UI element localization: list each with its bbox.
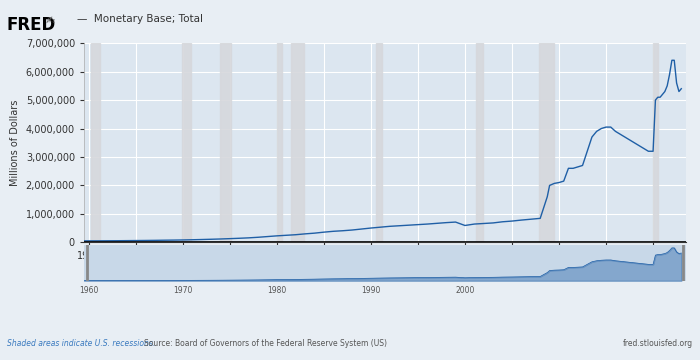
Bar xyxy=(540,43,554,242)
Text: fred.stlouisfed.org: fred.stlouisfed.org xyxy=(623,339,693,348)
Bar xyxy=(476,43,483,242)
Bar xyxy=(182,43,191,242)
Text: —  Monetary Base; Total: — Monetary Base; Total xyxy=(77,14,203,24)
Text: Shaded areas indicate U.S. recessions.: Shaded areas indicate U.S. recessions. xyxy=(7,339,155,348)
Bar xyxy=(291,43,304,242)
Bar xyxy=(91,43,99,242)
Text: FRED: FRED xyxy=(7,16,56,34)
Bar xyxy=(220,43,232,242)
Bar xyxy=(653,43,658,242)
Text: ✍: ✍ xyxy=(46,16,55,26)
Text: Source: Board of Governors of the Federal Reserve System (US): Source: Board of Governors of the Federa… xyxy=(144,339,388,348)
Y-axis label: Millions of Dollars: Millions of Dollars xyxy=(10,100,20,186)
Bar xyxy=(376,43,382,242)
Bar xyxy=(276,43,281,242)
